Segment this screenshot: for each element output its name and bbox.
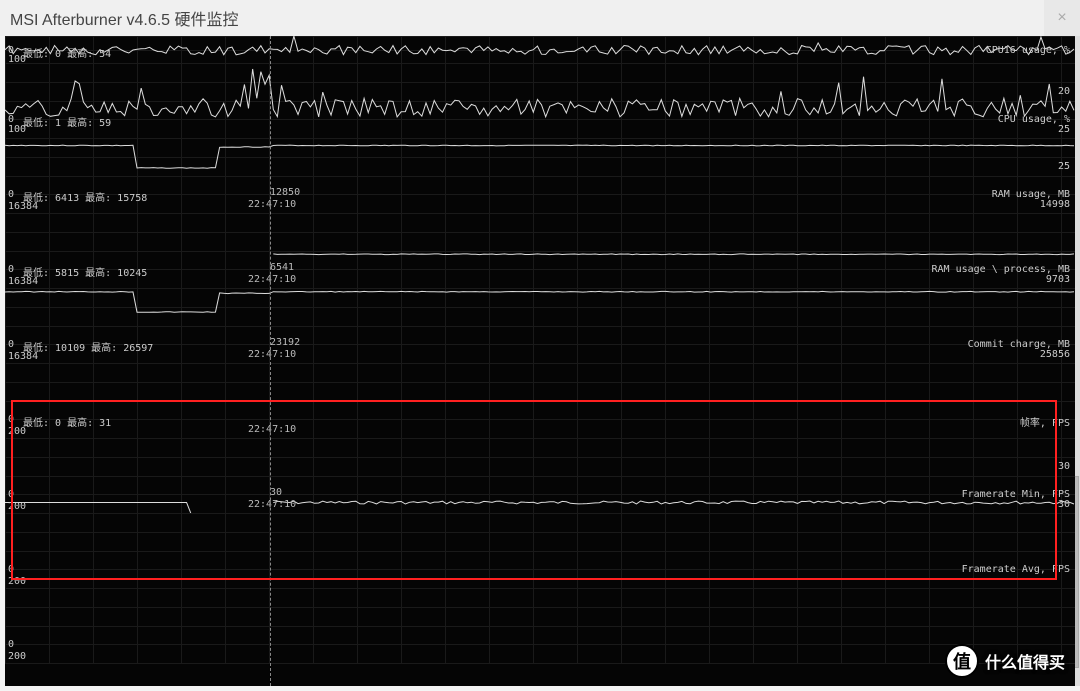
stats-label: 最低: 0 最高: 54 [23, 45, 111, 60]
scale-min: 0 [8, 264, 14, 275]
stats-label: 最低: 0 最高: 31 [23, 414, 111, 429]
graph-panel-cpu: 0100最低: 1 最高: 59CPU usage, %2025 [5, 63, 1075, 138]
close-button[interactable]: × [1044, 0, 1080, 36]
metric-name: CPU16 usage, % [986, 45, 1070, 56]
value-current: 9703 [1046, 274, 1070, 285]
timestamp: 22:47:10 [248, 199, 296, 210]
monitoring-area: 0100最低: 0 最高: 54CPU16 usage, %0100最低: 1 … [5, 36, 1075, 686]
value-current: 25 [1058, 124, 1070, 135]
stats-label: 最低: 6413 最高: 15758 [23, 189, 147, 204]
stats-label: 最低: 5815 最高: 10245 [23, 264, 147, 279]
value-current: 30 [1058, 499, 1070, 510]
scale-max: 200 [8, 501, 26, 512]
graph-panel-extra: 0200 [5, 588, 1075, 663]
timestamp: 22:47:10 [248, 274, 296, 285]
cursor-value: 23192 [270, 337, 300, 348]
cursor-value: 30 [270, 487, 282, 498]
scale-max: 200 [8, 576, 26, 587]
graph-panel-fps: 0200最低: 0 最高: 31帧率, FPS22:47:10 [5, 363, 1075, 438]
timestamp: 22:47:10 [248, 424, 296, 435]
metric-name: 帧率, FPS [1020, 414, 1070, 429]
cursor-value: 12850 [270, 187, 300, 198]
graph-panel-fpsmin: 0200Framerate Min, FPS303022:47:1030 [5, 438, 1075, 513]
timestamp: 22:47:10 [248, 499, 296, 510]
timestamp: 22:47:10 [248, 349, 296, 360]
watermark-badge: 值 [945, 644, 979, 678]
window-title: MSI Afterburner v4.6.5 硬件监控 [10, 6, 239, 30]
stats-label: 最低: 1 最高: 59 [23, 114, 111, 129]
value-top: 25 [1058, 161, 1070, 172]
value-top: 20 [1058, 86, 1070, 97]
scale-min: 0 [8, 414, 14, 425]
time-cursor [270, 36, 271, 686]
scale-min: 0 [8, 489, 14, 500]
graph-panel-fpsavg: 0200 Framerate Avg, FPS [5, 513, 1075, 588]
metric-name: Framerate Avg, FPS [962, 564, 1070, 575]
scale-max: 200 [8, 651, 26, 662]
value-current: 14998 [1040, 199, 1070, 210]
cursor-value: 6541 [270, 262, 294, 273]
value-top: 30 [1058, 461, 1070, 472]
graph-panel-commit: 016384最低: 10109 最高: 26597Commit charge, … [5, 288, 1075, 363]
graph-panel-ramp: 016384最低: 5815 最高: 10245RAM usage \ proc… [5, 213, 1075, 288]
scale-min: 0 [8, 339, 14, 350]
scale-min: 0 [8, 564, 14, 575]
value-current: 25856 [1040, 349, 1070, 360]
graph-panel-cpu16: 0100最低: 0 最高: 54CPU16 usage, % [5, 36, 1075, 63]
watermark: 值 什么值得买 [945, 644, 1065, 678]
stats-label: 最低: 10109 最高: 26597 [23, 339, 153, 354]
metric-name: Framerate Min, FPS [962, 489, 1070, 500]
scale-min: 0 [8, 189, 14, 200]
close-icon: × [1057, 9, 1066, 27]
graph-panel-ram: 016384最低: 6413 最高: 15758RAM usage, MB251… [5, 138, 1075, 213]
watermark-text: 什么值得买 [985, 649, 1065, 673]
titlebar: MSI Afterburner v4.6.5 硬件监控 × [0, 0, 1080, 36]
scale-min: 0 [8, 639, 14, 650]
